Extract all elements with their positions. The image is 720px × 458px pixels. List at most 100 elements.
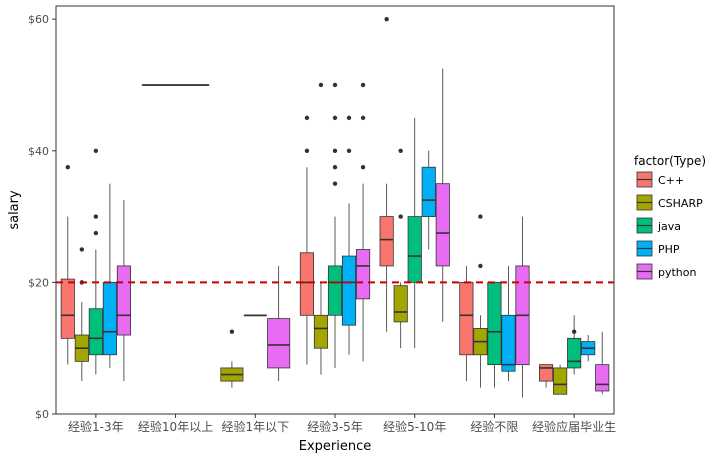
legend-item: CSHARP — [636, 194, 703, 211]
box-python — [267, 265, 291, 382]
box-iqr — [421, 166, 436, 217]
box-c++ — [539, 364, 554, 388]
outlier-point — [79, 247, 85, 252]
boxes-layer — [60, 16, 610, 398]
outlier-point — [384, 16, 389, 22]
box-iqr — [313, 314, 329, 349]
outlier-point — [346, 115, 352, 121]
box-c++ — [379, 16, 394, 332]
outlier-point — [346, 148, 352, 153]
box-java — [327, 82, 343, 368]
x-tick-label: 经验3-5年 — [307, 419, 363, 434]
legend-item: python — [636, 263, 697, 280]
outlier-point — [478, 263, 483, 269]
legend-label: java — [657, 220, 681, 233]
outlier-point — [93, 230, 99, 236]
x-tick-label: 经验应届毕业生 — [532, 419, 616, 434]
y-tick-label: $0 — [35, 408, 49, 421]
box-iqr — [379, 216, 394, 267]
box-iqr — [299, 252, 315, 316]
outlier-point — [65, 165, 70, 170]
box-iqr — [407, 216, 422, 283]
box-iqr — [487, 281, 502, 366]
y-tick-label: $40 — [28, 145, 49, 158]
box-csharp — [74, 247, 89, 382]
box-iqr — [501, 314, 516, 372]
box-python — [355, 82, 371, 362]
box-php — [501, 265, 516, 382]
box-php — [243, 314, 267, 317]
legend-label: PHP — [658, 243, 680, 256]
box-c++ — [60, 165, 75, 365]
box-iqr — [102, 281, 117, 356]
box-iqr — [595, 364, 610, 392]
outlier-point — [360, 115, 366, 121]
outlier-point — [478, 214, 483, 219]
x-axis-title: Experience — [299, 439, 372, 454]
outlier-point — [360, 165, 366, 170]
outlier-point — [398, 148, 403, 153]
y-tick-label: $60 — [28, 13, 49, 26]
box-iqr — [116, 265, 131, 336]
box-iqr — [567, 337, 582, 369]
box-php — [421, 150, 436, 250]
box-csharp — [393, 148, 408, 349]
x-tick-label: 经验1年以下 — [221, 419, 289, 434]
outlier-point — [304, 115, 310, 121]
x-tick-label: 经验10年以上 — [138, 419, 213, 434]
x-tick-label: 经验5-10年 — [383, 419, 446, 434]
y-axis: $0 $20 $40 $60 — [28, 13, 56, 421]
box-csharp — [473, 214, 488, 388]
y-tick-label: $20 — [28, 276, 49, 289]
outlier-point — [332, 82, 338, 88]
x-tick-label: 经验1-3年 — [68, 419, 124, 434]
outlier-point — [571, 329, 577, 334]
outlier-point — [360, 82, 366, 88]
box-php — [141, 84, 210, 86]
outlier-point — [398, 214, 403, 219]
legend: factor(Type) C++ CSHARP java PHP python — [634, 154, 706, 280]
outlier-point — [332, 115, 338, 121]
box-iqr — [327, 265, 343, 316]
box-python — [435, 68, 450, 322]
box-c++ — [299, 115, 315, 365]
legend-label: python — [658, 266, 697, 279]
box-iqr — [553, 367, 568, 395]
legend-item: PHP — [636, 240, 680, 257]
outlier-point — [304, 148, 310, 153]
box-java — [407, 117, 422, 349]
x-tick-label: 经验不限 — [470, 419, 518, 434]
box-php — [341, 115, 357, 355]
legend-label: CSHARP — [658, 197, 703, 210]
box-iqr — [341, 255, 357, 326]
outlier-point — [229, 329, 235, 334]
y-axis-title: salary — [7, 190, 22, 230]
box-iqr — [267, 318, 291, 369]
legend-label: C++ — [658, 174, 684, 187]
legend-item: C++ — [636, 171, 684, 188]
box-php — [581, 335, 596, 362]
outlier-point — [93, 214, 99, 219]
box-iqr — [459, 281, 474, 356]
x-axis: 经验1-3年 经验10年以上 经验1年以下 经验3-5年 经验5-10年 经验不限 经验应届… — [68, 414, 616, 434]
outlier-point — [318, 82, 324, 88]
box-java — [88, 148, 103, 375]
legend-title: factor(Type) — [634, 154, 706, 168]
box-java — [567, 315, 582, 375]
outlier-point — [93, 148, 99, 153]
box-csharp — [553, 364, 568, 395]
box-csharp — [313, 82, 329, 375]
box-iqr — [393, 285, 408, 323]
box-iqr — [355, 249, 371, 300]
box-csharp — [220, 329, 244, 388]
outlier-point — [332, 181, 338, 186]
box-python — [515, 216, 530, 398]
box-iqr — [88, 308, 103, 356]
box-iqr — [435, 183, 450, 267]
box-iqr — [60, 278, 75, 339]
box-python — [595, 331, 610, 395]
box-iqr — [539, 364, 554, 382]
box-php — [102, 183, 117, 368]
outlier-point — [332, 148, 338, 153]
